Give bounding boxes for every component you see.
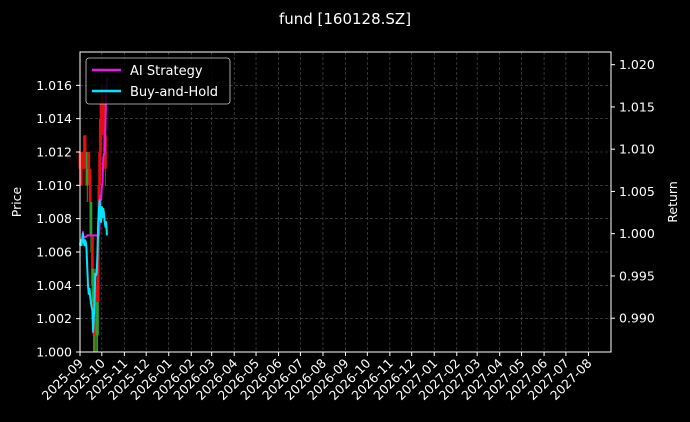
left-y-tick-label: 1.010 [36,178,72,193]
left-y-tick-label: 1.014 [36,111,72,126]
candle-body [96,302,99,336]
right-y-tick-label: 1.010 [619,142,655,157]
left-y-tick-label: 1.000 [36,345,72,360]
candle-body [90,235,94,286]
right-y-axis-label: Return [665,181,680,222]
candle-body [79,152,83,186]
left-y-axis: 1.000 1.002 1.004 1.006 1.008 1.010 1.012 1.014… [36,78,80,360]
left-y-axis-label: Price [9,186,24,217]
candle-body [85,152,89,186]
right-y-tick-label: 0.995 [619,268,655,283]
right-y-tick-label: 0.990 [619,311,655,326]
chart-title: fund [160128.SZ] [279,10,411,28]
right-y-tick-label: 1.000 [619,226,655,241]
candle-body [80,152,84,169]
legend-label-buy-and-hold: Buy-and-Hold [130,85,218,100]
candle-body [98,118,102,152]
candle-body [102,102,106,119]
left-y-tick-label: 1.002 [36,311,72,326]
candle-body [99,102,103,119]
right-y-axis: 0.990 0.995 1.000 1.005 1.010 1.015 1.020 [611,57,655,326]
legend-label-ai-strategy: AI Strategy [130,64,203,79]
series-line-buy-and-hold [79,199,108,333]
candle-body [82,152,86,169]
candle-body [89,202,93,236]
candle-body [98,152,102,186]
legend: AI Strategy Buy-and-Hold [85,57,231,105]
left-y-tick-label: 1.004 [36,278,72,293]
candle-body [96,235,100,302]
series-lines [79,77,109,333]
candle-body [88,168,92,202]
right-y-tick-label: 1.020 [619,57,655,72]
candle-body [87,152,91,169]
left-y-tick-label: 1.008 [36,211,72,226]
left-y-tick-label: 1.012 [36,145,72,160]
candle-body [83,135,87,169]
left-y-tick-label: 1.016 [36,78,72,93]
legend-box [85,57,231,105]
left-y-tick-label: 1.006 [36,245,72,260]
candle-body [91,268,95,319]
right-y-tick-label: 1.015 [619,99,655,114]
candle-body [94,285,98,319]
right-y-tick-label: 1.005 [619,184,655,199]
